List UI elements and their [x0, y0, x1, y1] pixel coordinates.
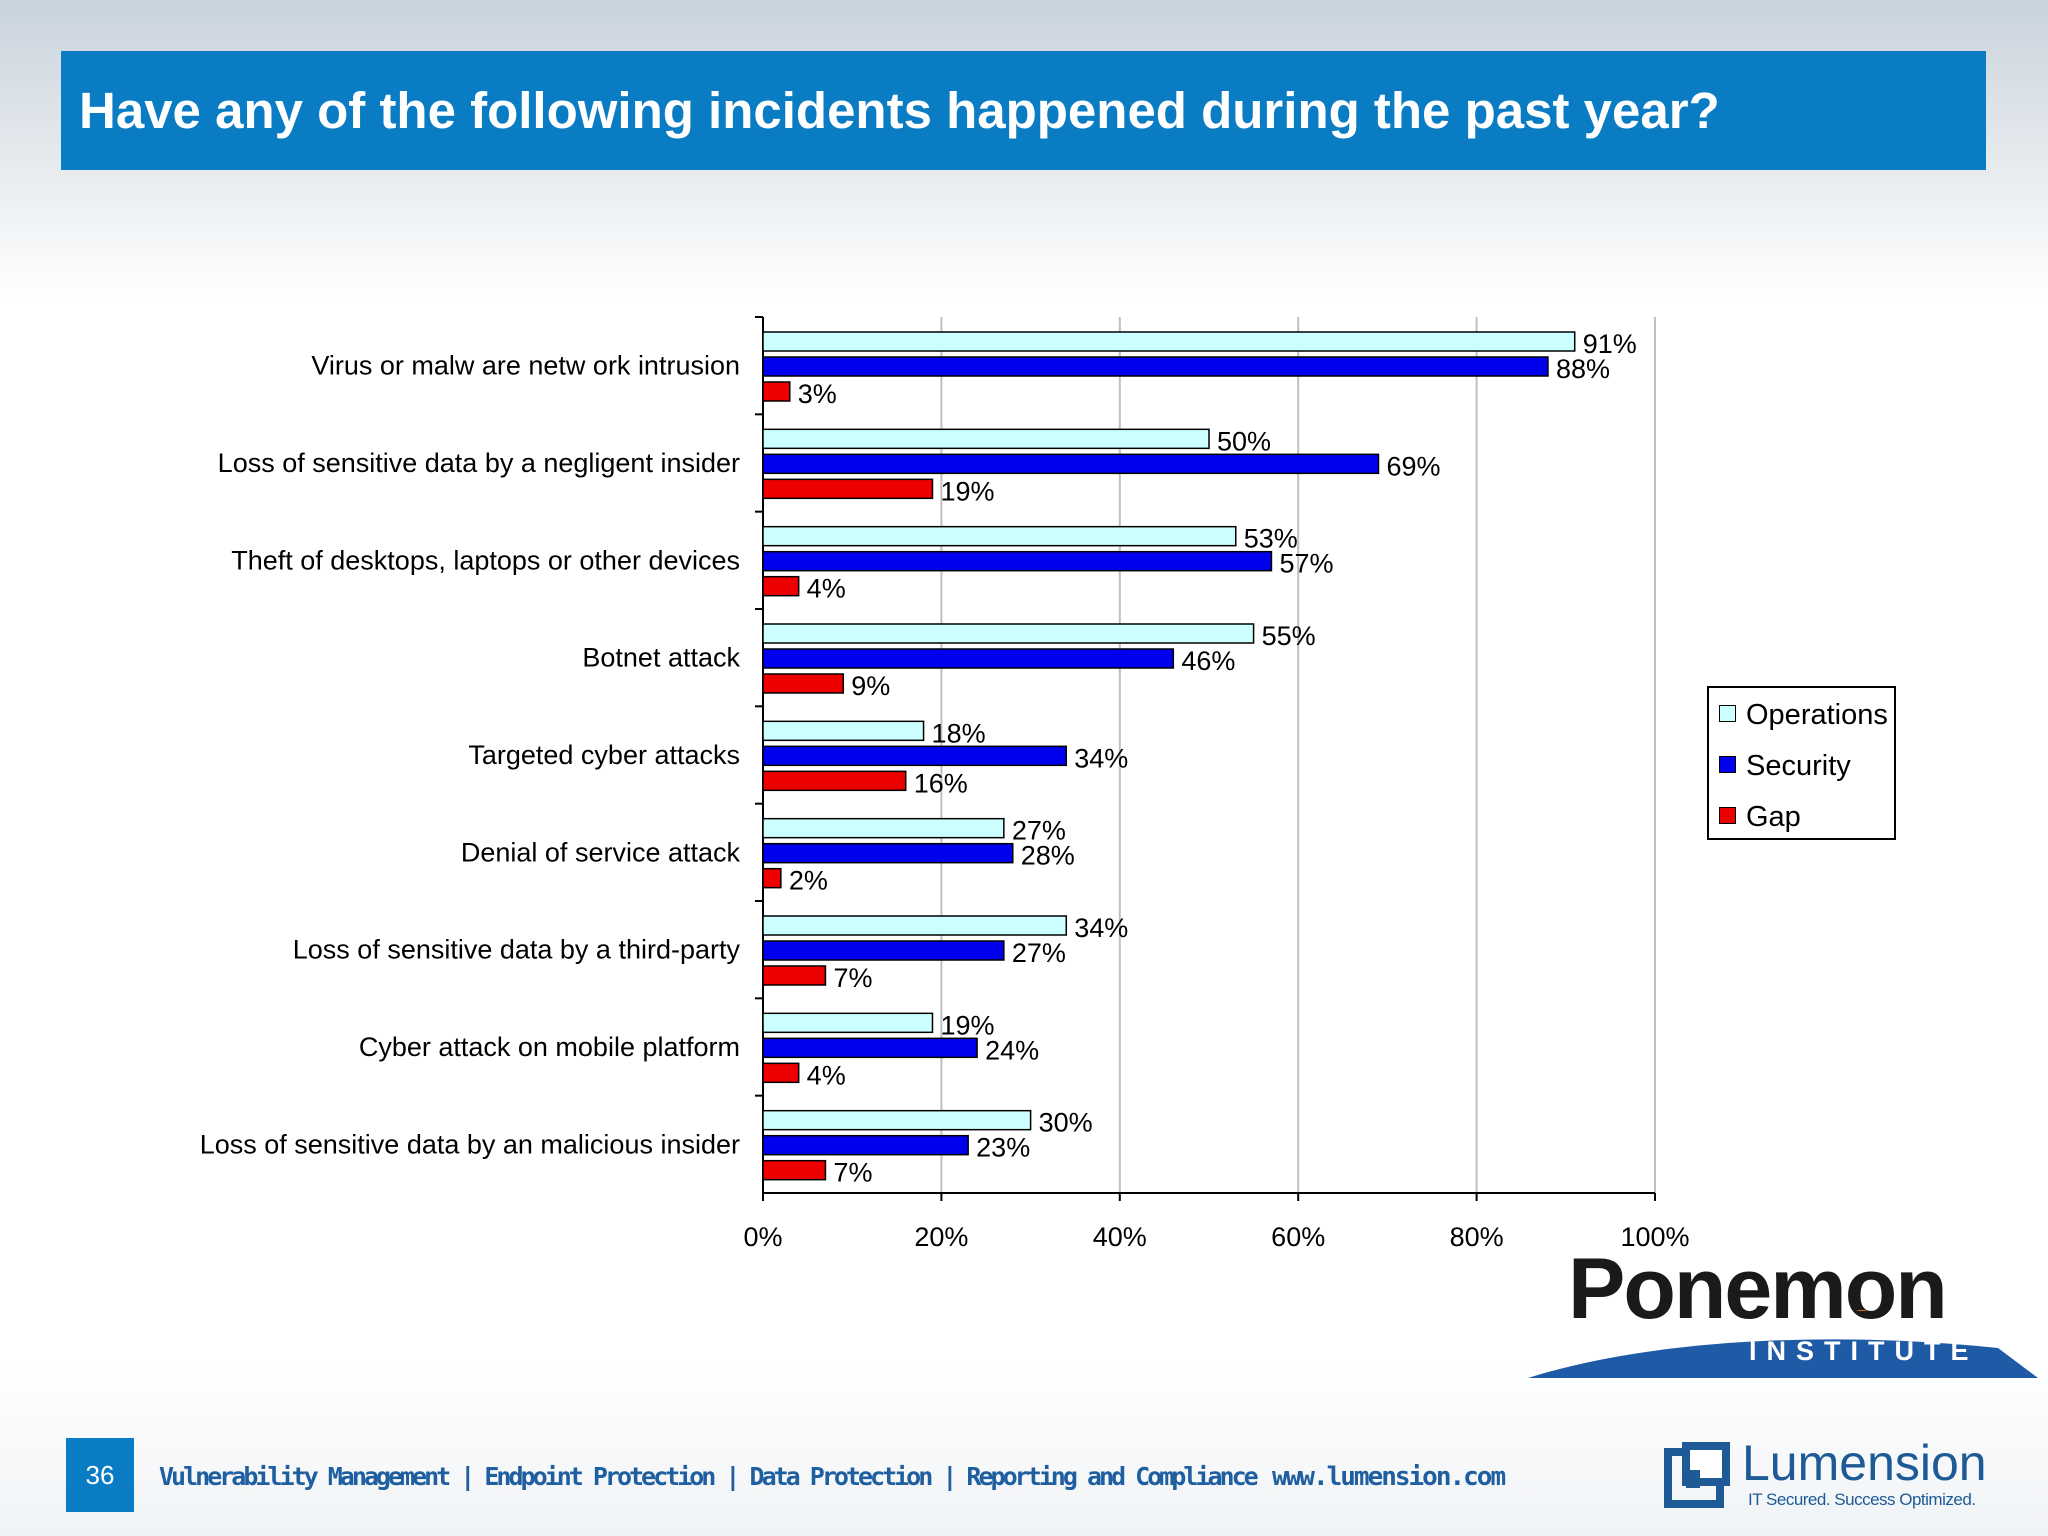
x-tick-label: 100%: [1620, 1222, 1689, 1252]
legend-item-security: Security: [1719, 751, 1851, 781]
data-label-security: 34%: [1074, 743, 1128, 773]
x-tick-label: 80%: [1450, 1222, 1504, 1252]
bar-security: [762, 1037, 978, 1059]
bar-security: [762, 1134, 969, 1156]
data-label-operations: 18%: [932, 718, 986, 748]
bar-operations: [762, 915, 1068, 936]
x-tick-label: 40%: [1093, 1222, 1147, 1252]
bar-operations: [762, 428, 1210, 450]
bar-gap: [762, 575, 800, 597]
data-label-gap: 7%: [833, 1158, 872, 1188]
data-label-gap: 9%: [851, 671, 890, 701]
category-label: Loss of sensitive data by a negligent in…: [218, 448, 740, 478]
bar-operations: [762, 331, 1576, 352]
data-label-operations: 34%: [1074, 913, 1128, 943]
data-label-security: 27%: [1012, 938, 1066, 968]
ponemon-wordmark: Ponemon: [1568, 1241, 1948, 1337]
bar-chart: 0% 20% 40% 60% 80% 100% Virus or malw are netw…: [200, 316, 1690, 1252]
data-label-security: 23%: [976, 1133, 1030, 1163]
data-label-security: 57%: [1279, 549, 1333, 579]
bar-security: [762, 940, 1005, 961]
data-label-security: 28%: [1021, 841, 1075, 871]
bar-gap: [762, 673, 845, 694]
data-label-operations: 30%: [1039, 1108, 1093, 1138]
bar-security: [762, 842, 1014, 864]
category-label: Loss of sensitive data by an malicious i…: [200, 1129, 740, 1159]
category-label: Theft of desktops, laptops or other devi…: [231, 545, 740, 575]
lumension-logo: Lumension IT Secured. Success Optimized.: [1660, 1435, 2040, 1520]
data-label-gap: 7%: [833, 963, 872, 993]
category-label: Targeted cyber attacks: [468, 740, 740, 770]
footer-links-text: Vulnerability Management | Endpoint Prot…: [159, 1462, 1259, 1491]
legend-label-security: Security: [1746, 750, 1851, 782]
data-label-security: 46%: [1181, 646, 1235, 676]
legend-swatch-operations: [1719, 704, 1736, 722]
bar-gap: [762, 478, 934, 500]
data-label-security: 69%: [1386, 451, 1440, 481]
ponemon-institute-label: INSTITUTE: [1749, 1336, 1979, 1366]
category-label: Botnet attack: [582, 643, 740, 673]
lumension-tagline: IT Secured. Success Optimized.: [1748, 1490, 1976, 1509]
bar-security: [762, 453, 1380, 475]
chart-legend: Operations Security Gap: [1707, 686, 1896, 840]
data-label-gap: 4%: [807, 574, 846, 604]
legend-swatch-gap: [1719, 806, 1736, 824]
bar-security: [762, 550, 1273, 572]
bar-gap: [762, 1159, 827, 1181]
bar-operations: [762, 720, 925, 742]
bar-operations: [762, 1109, 1032, 1131]
category-label: Loss of sensitive data by a third-party: [293, 935, 741, 965]
x-tick-label: 0%: [743, 1222, 782, 1252]
legend-item-operations: Operations: [1719, 700, 1888, 730]
data-label-gap: 4%: [807, 1060, 846, 1090]
slide-title: Have any of the following incidents happ…: [79, 82, 1720, 139]
bar-gap: [762, 770, 907, 792]
legend-label-operations: Operations: [1746, 699, 1888, 731]
data-label-gap: 2%: [789, 866, 828, 896]
category-label: Virus or malw are netw ork intrusion: [311, 351, 740, 381]
legend-swatch-security: [1719, 755, 1736, 773]
lumension-wordmark: Lumension: [1742, 1435, 1987, 1491]
page-number: 36: [66, 1438, 134, 1512]
title-bar: Have any of the following incidents happ…: [61, 51, 1986, 170]
bar-operations: [762, 1012, 934, 1034]
bar-gap: [762, 1062, 800, 1084]
bar-security: [762, 648, 1175, 669]
data-label-gap: 16%: [914, 768, 968, 798]
data-label-security: 24%: [985, 1035, 1039, 1065]
bar-gap: [762, 965, 827, 986]
x-tick-label: 20%: [914, 1222, 968, 1252]
bar-operations: [762, 525, 1237, 547]
legend-label-gap: Gap: [1746, 801, 1801, 833]
data-label-gap: 3%: [798, 379, 837, 409]
footer-url: www.lumension.com: [1272, 1462, 1506, 1492]
ponemon-logo: Ponemon INSTITUTE: [1528, 1240, 2038, 1380]
data-label-security: 88%: [1556, 354, 1610, 384]
bar-gap: [762, 867, 782, 889]
bar-security: [762, 356, 1549, 377]
data-label-operations: 50%: [1217, 426, 1271, 456]
data-label-operations: 53%: [1244, 524, 1298, 554]
bar-security: [762, 745, 1068, 767]
x-tick-label: 60%: [1271, 1222, 1325, 1252]
data-label-operations: 55%: [1262, 621, 1316, 651]
bar-operations: [762, 817, 1005, 839]
bar-operations: [762, 623, 1255, 644]
data-label-operations: 91%: [1583, 329, 1637, 359]
category-label: Cyber attack on mobile platform: [359, 1032, 740, 1062]
data-label-operations: 27%: [1012, 816, 1066, 846]
bar-gap: [762, 381, 791, 402]
category-label: Denial of service attack: [461, 837, 741, 867]
data-label-operations: 19%: [940, 1010, 994, 1040]
lumension-mark-icon: [1664, 1442, 1730, 1508]
ponemon-swoosh-graphic: [1528, 1310, 2038, 1378]
data-label-gap: 19%: [940, 476, 994, 506]
legend-item-gap: Gap: [1719, 802, 1801, 832]
